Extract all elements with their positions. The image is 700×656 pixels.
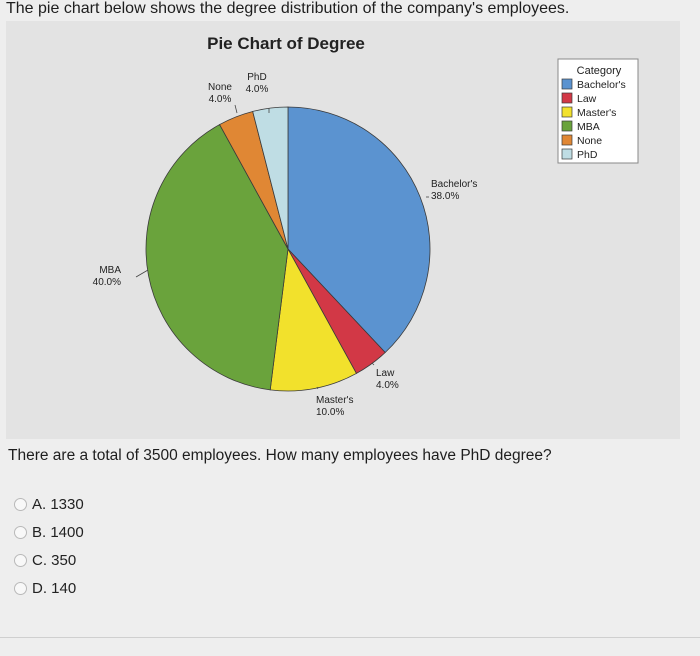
slice-percent-phd: 4.0% (246, 84, 269, 95)
option-a[interactable]: A. 1330 (14, 490, 84, 518)
slice-leader-line (371, 362, 375, 366)
answer-options: A. 1330 B. 1400 C. 350 D. 140 (14, 490, 84, 602)
legend: Category Bachelor's Law Master's MBA None PhD (557, 58, 639, 164)
slice-leader-line (316, 386, 319, 390)
slice-leader-line (135, 269, 149, 278)
legend-label-phd: PhD (577, 149, 598, 161)
legend-swatch-phd (561, 148, 573, 160)
slice-label-phd: PhD (247, 72, 266, 83)
legend-swatch-none (561, 134, 573, 146)
legend-swatch-master-s (561, 106, 573, 118)
slice-percent-mba: 40.0% (93, 277, 121, 288)
slice-leader-line (234, 104, 238, 114)
pie-slice-mba (145, 124, 289, 391)
option-label: D. 140 (32, 579, 77, 597)
option-b[interactable]: B. 1400 (14, 518, 84, 546)
radio-icon[interactable] (14, 553, 27, 567)
bottom-divider (0, 637, 700, 638)
slice-label-none: None (208, 82, 232, 93)
legend-label-master-s: Master's (577, 107, 616, 119)
legend-title: Category (577, 65, 622, 77)
slice-label-law: Law (376, 368, 395, 379)
legend-label-mba: MBA (577, 121, 600, 133)
slice-label-bachelor-s: Bachelor's (431, 179, 477, 190)
pie-slice-master-s (269, 247, 357, 392)
slice-label-master-s: Master's (316, 395, 353, 406)
intro-text: The pie chart below shows the degree dis… (6, 0, 570, 17)
slice-percent-bachelor-s: 38.0% (431, 191, 459, 202)
chart-title: Pie Chart of Degree (207, 34, 365, 53)
option-label: C. 350 (32, 551, 77, 569)
option-label: B. 1400 (32, 523, 84, 541)
slice-percent-master-s: 10.0% (316, 407, 344, 418)
slice-percent-law: 4.0% (376, 380, 399, 391)
radio-icon[interactable] (14, 581, 27, 595)
pie-chart-panel: Pie Chart of Degree Bachelor's 38.0% Law 4.… (6, 21, 680, 439)
slice-percent-none: 4.0% (209, 94, 232, 105)
pie-slice-phd (252, 106, 289, 250)
option-c[interactable]: C. 350 (14, 546, 84, 574)
radio-icon[interactable] (14, 497, 27, 511)
pie-slice-bachelor-s (287, 106, 431, 354)
legend-swatch-mba (561, 120, 573, 132)
legend-label-law: Law (577, 93, 597, 105)
option-label: A. 1330 (32, 495, 84, 513)
question-text: There are a total of 3500 employees. How… (8, 447, 552, 464)
slice-label-mba: MBA (99, 265, 121, 276)
option-d[interactable]: D. 140 (14, 574, 84, 602)
legend-label-none: None (577, 135, 602, 147)
legend-swatch-law (561, 92, 573, 104)
legend-swatch-bachelor-s (561, 78, 573, 90)
legend-label-bachelor-s: Bachelor's (577, 79, 626, 91)
radio-icon[interactable] (14, 525, 27, 539)
pie-chart: Pie Chart of Degree Bachelor's38.0%Law4.… (93, 34, 639, 418)
